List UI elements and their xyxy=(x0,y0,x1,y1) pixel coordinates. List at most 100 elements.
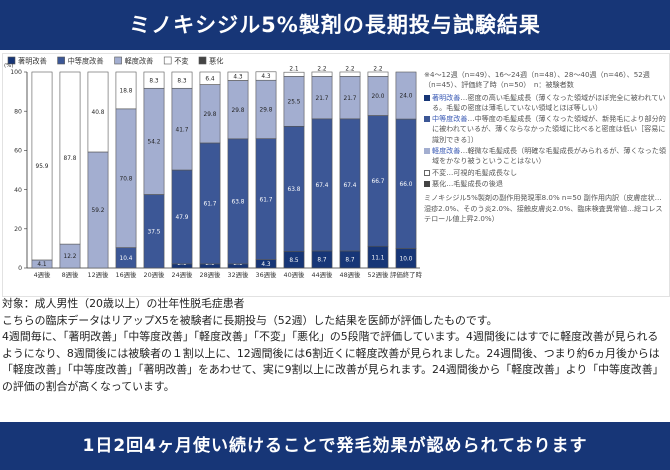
data-label: 8.3 xyxy=(177,78,187,84)
legend-swatch xyxy=(7,56,16,65)
data-label: 61.7 xyxy=(204,202,217,208)
bar-segment xyxy=(31,71,53,261)
bar-segment xyxy=(143,71,165,89)
data-label: 11.1 xyxy=(372,255,385,261)
bar-segment xyxy=(283,71,305,77)
data-label: 41.7 xyxy=(176,127,189,133)
legend-label: 軽度改善 xyxy=(125,57,154,66)
x-tick-label: 16週後 xyxy=(116,270,138,279)
data-label: 47.9 xyxy=(176,215,189,221)
data-label: 8.5 xyxy=(289,258,299,264)
color-swatch xyxy=(424,116,430,123)
legend-label: 不変 xyxy=(174,57,188,66)
data-label: 8.3 xyxy=(149,78,159,84)
legend-swatch xyxy=(57,56,65,65)
data-label: 12.2 xyxy=(64,254,77,260)
data-label: 6.4 xyxy=(205,76,215,82)
data-label: 10.4 xyxy=(120,256,133,262)
data-label: 21.7 xyxy=(316,96,329,102)
data-label: 4.3 xyxy=(261,74,271,80)
x-tick-label: 8週後 xyxy=(62,270,79,279)
legend-swatch xyxy=(163,56,172,65)
note-desc: …軽微な毛髪成長（明確な毛髪成長がみられるが、薄くなった領域をかなり被うというこ… xyxy=(432,146,666,166)
note-term: 不変 xyxy=(432,167,447,177)
bar-segment xyxy=(199,71,221,85)
note-mild-improvement: 軽度改善…軽微な毛髪成長（明確な毛髪成長がみられるが、薄くなった領域をかなり被う… xyxy=(424,146,666,167)
data-label: 2.2 xyxy=(317,67,327,73)
x-tick-label: 36週後 xyxy=(256,270,278,279)
page-title-banner: ミノキシジル5%製剤の長期投与試験結果 xyxy=(0,0,670,50)
data-label: 70.8 xyxy=(120,176,133,182)
data-label: 4.1 xyxy=(37,262,47,268)
data-label: 21.7 xyxy=(344,96,357,102)
data-label: 40.8 xyxy=(92,110,105,116)
legend-swatch xyxy=(114,56,122,65)
data-label: 2.2 xyxy=(373,67,383,73)
note-term: 著明改善 xyxy=(432,92,461,102)
note-marked-improvement: 著明改善…密度の高い毛髪成長（薄くなった領域がほぼ完全に被われている。毛髪の密度… xyxy=(424,93,666,114)
x-tick-label: 28週後 xyxy=(200,270,222,279)
sample-size-note: ※4～12週（n=49）、16～24週（n=48）、28～40週（n=46）、5… xyxy=(424,70,650,90)
data-label: 66.0 xyxy=(400,182,413,188)
description: 対象：成人男性（20歳以上）の壮年性脱毛症患者 こちらの臨床データはリアップX5… xyxy=(2,296,666,396)
data-label: 10.0 xyxy=(400,256,413,262)
subject-line: 対象：成人男性（20歳以上）の壮年性脱毛症患者 xyxy=(2,297,245,310)
data-label: 66.7 xyxy=(372,179,385,185)
data-label: 67.4 xyxy=(316,183,329,189)
x-tick-label: 32週後 xyxy=(228,270,250,279)
x-tick-label: 40週後 xyxy=(284,270,306,279)
data-label: 54.2 xyxy=(148,140,161,146)
y-tick-label: 80 xyxy=(14,108,22,115)
note-term: 中等度改善 xyxy=(432,114,468,124)
bar-segment xyxy=(59,71,81,245)
x-tick-label: 48週後 xyxy=(340,270,362,279)
y-tick-label: 60 xyxy=(14,148,22,155)
bar-segment xyxy=(171,71,193,89)
data-label: 29.8 xyxy=(260,108,273,114)
y-tick-label: 40 xyxy=(14,187,22,194)
note-moderate-improvement: 中等度改善…中等度の毛髪成長（薄くなった領域が、新発毛により部分的に被われている… xyxy=(424,114,666,145)
note-term: 悪化 xyxy=(432,178,447,188)
data-label: 20.0 xyxy=(372,94,385,100)
note-desc: …密度の高い毛髪成長（薄くなった領域がほぼ完全に被われている。毛髪の密度は薄毛し… xyxy=(432,92,666,112)
note-term: 軽度改善 xyxy=(432,146,461,156)
y-tick-label: 0 xyxy=(18,265,22,272)
color-swatch xyxy=(424,169,430,176)
x-tick-label: 12週後 xyxy=(88,270,110,279)
side-effect-note: ミノキシジル5%製剤の副作用発現率8.0% n=50 副作用内訳（皮膚症状…湿疹… xyxy=(424,193,663,223)
description-line: こちらの臨床データはリアップX5を被験者に長期投与（52週）した結果を医師が評価… xyxy=(2,313,498,327)
bar-segment xyxy=(255,71,277,81)
data-label: 95.9 xyxy=(36,164,49,170)
x-tick-label: 20週後 xyxy=(144,270,166,279)
note-desc: …毛髪成長の後退 xyxy=(446,178,503,188)
x-tick-label: 44週後 xyxy=(312,270,334,279)
bar-segment xyxy=(311,71,333,77)
y-tick-label: 20 xyxy=(14,226,22,233)
bar-segment xyxy=(339,71,361,77)
legend-swatch xyxy=(198,56,207,65)
legend-label: 悪化 xyxy=(209,57,223,66)
stacked-bar-chart: 著明改善 中等度改善 軽度改善 不変 悪化 (%) 0 20 40 60 80 100 4.1 95.9 4… xyxy=(4,56,422,280)
legend-label: 中等度改善 xyxy=(68,57,104,66)
x-tick-label: 評価終了時 xyxy=(390,270,422,279)
legend-label: 著明改善 xyxy=(18,57,47,66)
data-label: 2.2 xyxy=(345,67,355,73)
bar-segment xyxy=(227,71,249,81)
data-label: 63.8 xyxy=(232,200,245,206)
note-no-change: 不変…可視的毛髪成長なし xyxy=(424,168,666,178)
data-label: 29.8 xyxy=(232,108,245,114)
data-label: 24.0 xyxy=(400,94,413,100)
data-label: 8.7 xyxy=(317,258,327,264)
chart-panel xyxy=(2,53,670,297)
description-paragraph: 4週間毎に、「著明改善」「中等度改善」「軽度改善」「不変」「悪化」の5段階で評価… xyxy=(2,330,664,393)
page-title: ミノキシジル5%製剤の長期投与試験結果 xyxy=(129,13,541,37)
data-label: 63.8 xyxy=(288,187,301,193)
data-label: 18.8 xyxy=(120,89,133,95)
data-label: 61.7 xyxy=(260,197,273,203)
note-worsened: 悪化…毛髪成長の後退 xyxy=(424,179,666,189)
footer-banner: 1日2回4ヶ月使い続けることで発毛効果が認められております xyxy=(0,422,670,470)
data-label: 87.8 xyxy=(64,156,77,162)
data-label: 67.4 xyxy=(344,183,357,189)
note-desc: …可視的毛髪成長なし xyxy=(446,167,518,177)
data-label: 8.7 xyxy=(345,258,355,264)
